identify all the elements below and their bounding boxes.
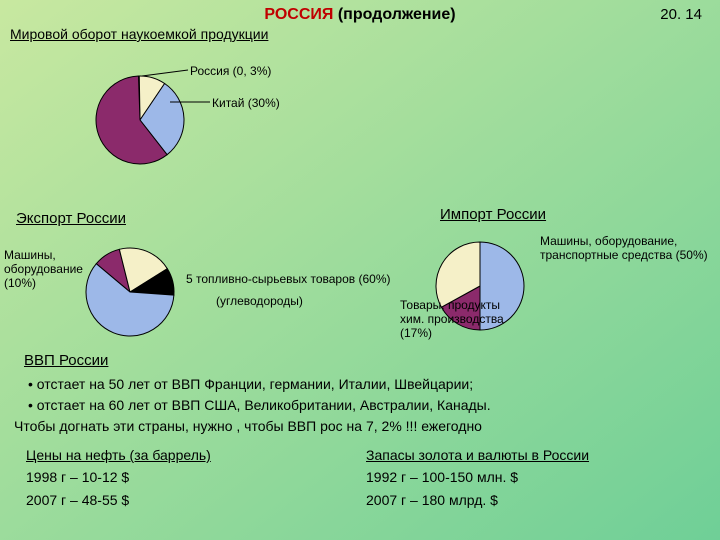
gdp-heading: ВВП России bbox=[24, 352, 108, 369]
oil-prices-row: 2007 г – 48-55 $ bbox=[26, 489, 211, 511]
export-heading: Экспорт России bbox=[16, 210, 126, 227]
gold-reserves-heading: Запасы золота и валюты в России bbox=[366, 444, 589, 466]
bullet-item: отстает на 60 лет от ВВП США, Великобрит… bbox=[28, 395, 491, 416]
gold-reserves: Запасы золота и валюты в России1992 г – … bbox=[366, 444, 589, 511]
pie2-mid-label2: (углеводороды) bbox=[216, 294, 303, 308]
pie2-left-label: Машины, оборудование (10%) bbox=[4, 248, 94, 290]
gold-reserves-row: 2007 г – 180 млрд. $ bbox=[366, 489, 589, 511]
gdp-bullets: отстает на 50 лет от ВВП Франции, герман… bbox=[28, 374, 491, 416]
summary-line: Чтобы догнать эти страны, нужно , чтобы … bbox=[14, 418, 482, 434]
gold-reserves-row: 1992 г – 100-150 млн. $ bbox=[366, 466, 589, 488]
oil-prices: Цены на нефть (за баррель)1998 г – 10-12… bbox=[26, 444, 211, 511]
bullet-item: отстает на 50 лет от ВВП Франции, герман… bbox=[28, 374, 491, 395]
pie2-mid-label1: 5 топливно-сырьевых товаров (60%) bbox=[186, 272, 391, 286]
pie3-bottom-label: Товары, продукты хим. производства (17%) bbox=[400, 298, 540, 340]
pie1-label-russia: Россия (0, 3%) bbox=[190, 64, 271, 78]
import-heading: Импорт России bbox=[440, 206, 546, 223]
pie3-right-label: Машины, оборудование, транспортные средс… bbox=[540, 234, 720, 262]
oil-prices-heading: Цены на нефть (за баррель) bbox=[26, 444, 211, 466]
oil-prices-row: 1998 г – 10-12 $ bbox=[26, 466, 211, 488]
pie1-label-china: Китай (30%) bbox=[212, 96, 280, 110]
